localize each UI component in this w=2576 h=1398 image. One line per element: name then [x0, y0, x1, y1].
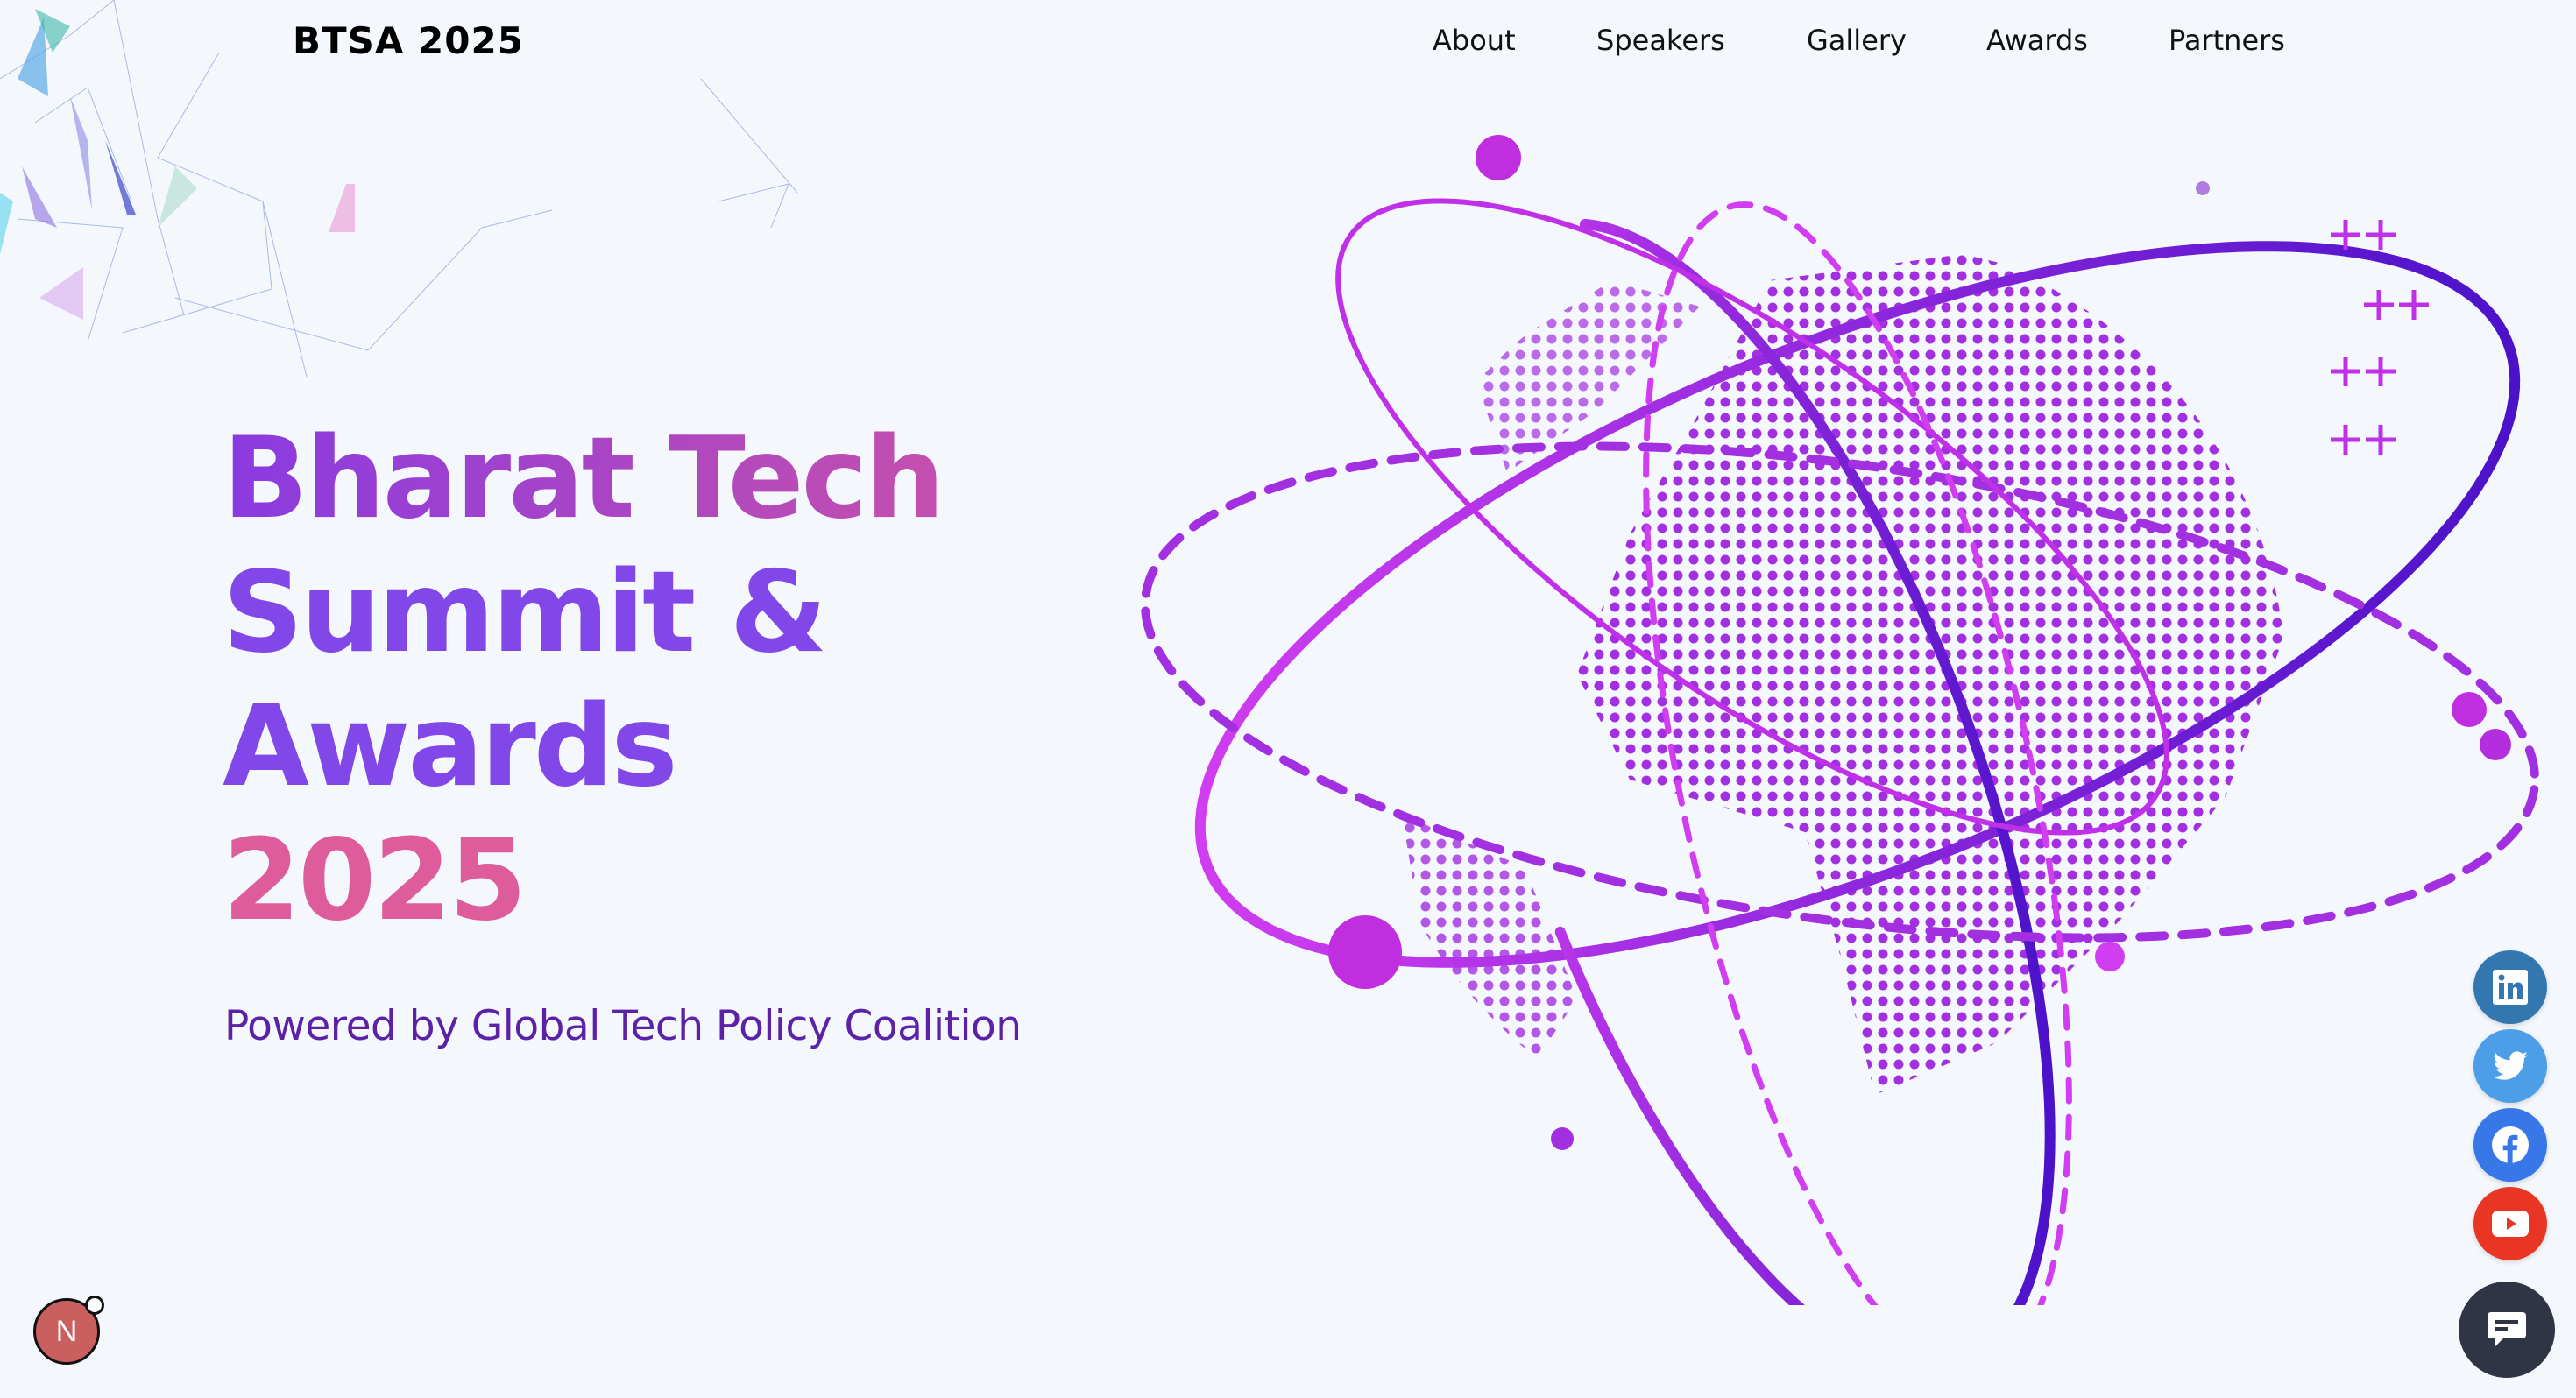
site-logo[interactable]: BTSA 2025	[293, 19, 524, 62]
title-year: 2025	[223, 816, 527, 946]
nav-awards[interactable]: Awards	[1986, 24, 2088, 57]
linkedin-button[interactable]	[2473, 950, 2547, 1024]
globe-illustration	[1140, 135, 2540, 1305]
hero-subtitle: Powered by Global Tech Policy Coalition	[224, 1002, 1022, 1050]
orbit-ring	[1335, 198, 2169, 836]
title-line: Summit &	[223, 547, 827, 678]
orbit-ring	[1194, 241, 2521, 968]
twitter-icon	[2493, 1051, 2528, 1080]
badge-indicator	[85, 1296, 104, 1315]
facebook-button[interactable]	[2473, 1108, 2547, 1182]
title-line: Bharat Tech	[223, 413, 945, 544]
facebook-icon	[2492, 1126, 2529, 1163]
nav-about[interactable]: About	[1433, 24, 1516, 57]
nav-partners[interactable]: Partners	[2169, 24, 2285, 57]
orbit-rings	[1140, 198, 2540, 1305]
orbit-ring	[1140, 441, 2540, 943]
twitter-button[interactable]	[2473, 1029, 2547, 1103]
network-decoration	[0, 0, 798, 378]
world-map-dots	[1402, 254, 2287, 1095]
orbit-ring	[1643, 201, 2072, 1305]
hero-title: Bharat Tech Summit & Awards 2025	[223, 412, 945, 948]
linkedin-icon	[2493, 970, 2528, 1005]
chat-icon	[2488, 1312, 2526, 1347]
badge-letter: N	[55, 1314, 78, 1348]
youtube-icon	[2492, 1211, 2529, 1237]
title-line: Awards	[223, 681, 678, 812]
chat-button[interactable]	[2459, 1282, 2555, 1378]
youtube-button[interactable]	[2473, 1187, 2547, 1260]
nav-gallery[interactable]: Gallery	[1807, 24, 1907, 57]
orbit-ring	[1449, 218, 2056, 1305]
nav-speakers[interactable]: Speakers	[1596, 24, 1725, 57]
dev-tools-badge[interactable]: N	[33, 1296, 104, 1365]
